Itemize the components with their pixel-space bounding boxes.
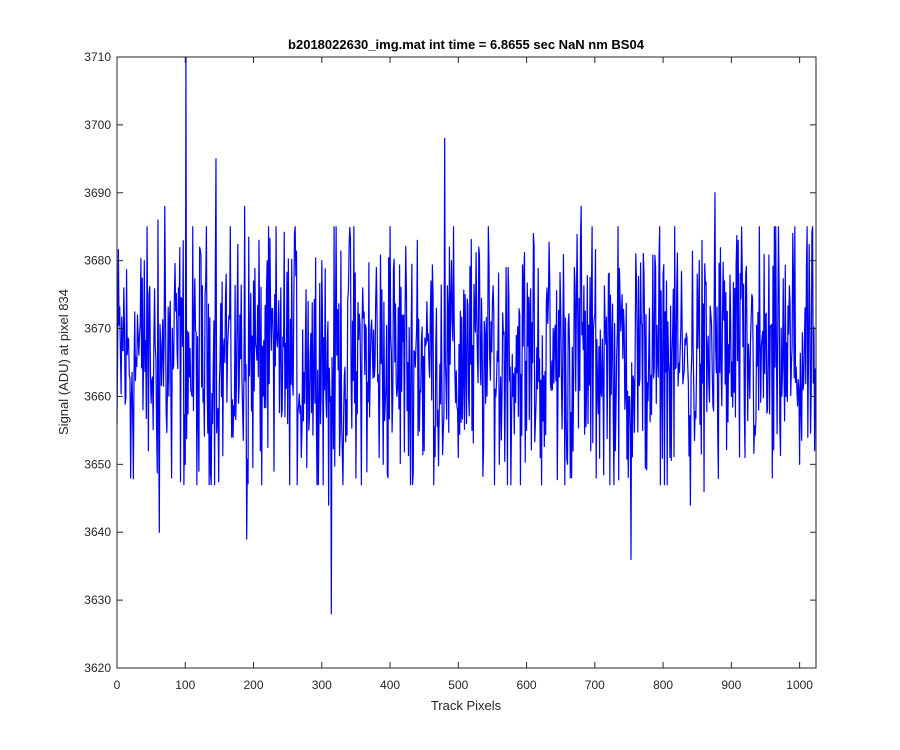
y-tick-label: 3710 [84,50,111,64]
y-axis-ticks: 3620 3630 3640 3650 3660 3670 3680 3690 3700 3710 [84,50,816,675]
y-tick-label: 3700 [84,118,111,132]
x-tick-label: 1000 [786,678,813,692]
y-tick-label: 3660 [84,389,111,403]
x-tick-label: 200 [244,678,264,692]
x-tick-label: 300 [312,678,332,692]
x-tick-label: 800 [653,678,673,692]
axes-box [116,56,817,669]
series-line [116,56,816,615]
series-layer [116,56,816,615]
x-tick-label: 700 [585,678,605,692]
x-tick-label: 500 [448,678,468,692]
x-tick-label: 600 [517,678,537,692]
y-tick-label: 3640 [84,525,111,539]
y-axis-label: Signal (ADU) at pixel 834 [56,289,71,435]
y-tick-label: 3620 [84,661,111,675]
x-axis-ticks: 0 100 200 300 400 500 600 700 800 900 1000 [114,57,813,692]
y-tick-label: 3650 [84,457,111,471]
x-tick-label: 900 [721,678,741,692]
x-tick-label: 100 [175,678,195,692]
y-tick-label: 3670 [84,322,111,336]
y-tick-label: 3630 [84,593,111,607]
x-tick-label: 0 [114,678,121,692]
y-tick-label: 3690 [84,186,111,200]
chart-title: b2018022630_img.mat int time = 6.8655 se… [288,37,645,52]
x-tick-label: 400 [380,678,400,692]
x-axis-label: Track Pixels [431,698,502,713]
y-tick-label: 3680 [84,254,111,268]
